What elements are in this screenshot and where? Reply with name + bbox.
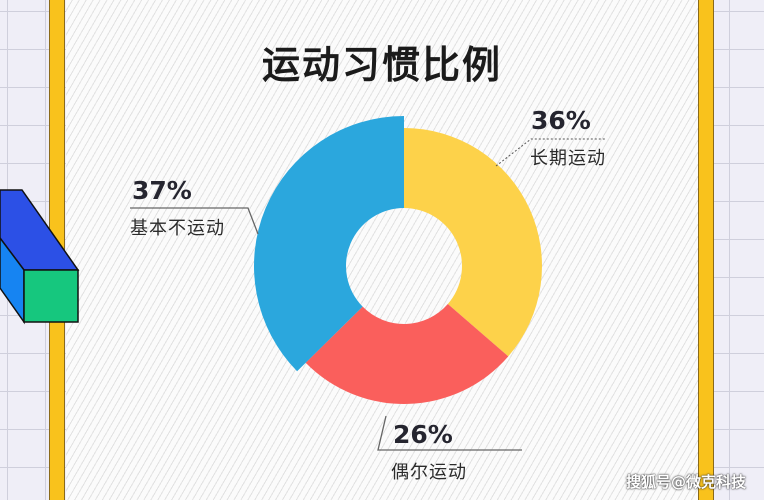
watermark: 搜狐号@微克科技 [625,473,746,491]
chart-title: 运动习惯比例 [261,43,502,87]
leader-line-none [130,207,259,235]
label-occasional: 偶尔运动 [391,462,467,483]
pct-long-term: 36% [531,106,591,135]
pct-occasional: 26% [393,420,453,449]
slice-occasional[interactable] [305,303,509,404]
pct-none: 37% [132,176,192,205]
slice-long-term[interactable] [404,128,542,357]
chart-panel [66,0,698,500]
leader-line-long-term [495,138,606,167]
cube-decoration [0,189,80,325]
leader-line-occasional [377,415,522,451]
right-border-stripe [698,0,714,500]
label-none: 基本不运动 [130,218,225,239]
label-long-term: 长期运动 [530,148,606,169]
slice-none[interactable] [254,116,404,372]
